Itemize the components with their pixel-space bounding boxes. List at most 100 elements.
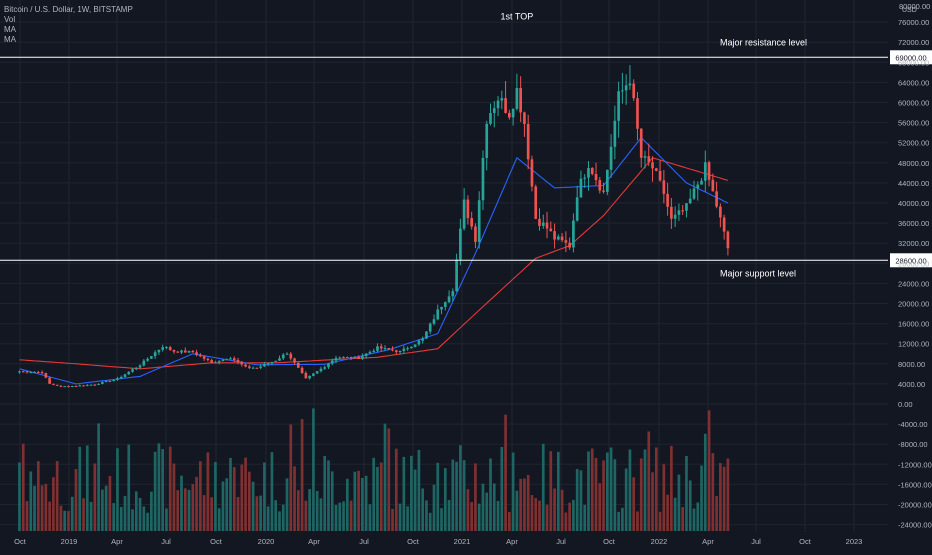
level-price-badge — [890, 253, 932, 268]
volume-bar — [21, 443, 25, 531]
candle-body — [575, 197, 579, 221]
candle-body — [643, 156, 647, 158]
candle-body — [372, 350, 376, 352]
level-price-badge — [890, 50, 932, 65]
volume-bar — [345, 478, 349, 531]
candle-body — [500, 98, 504, 101]
volume-bar — [330, 471, 334, 531]
candle-body — [485, 123, 489, 158]
candle-body — [477, 200, 481, 242]
candle-body — [353, 356, 357, 359]
indicator-vol[interactable]: Vol — [4, 15, 16, 24]
volume-bar — [523, 478, 526, 531]
volume-bar — [587, 451, 590, 531]
volume-bar — [711, 453, 715, 531]
volume-bar — [353, 471, 357, 531]
volume-bar — [48, 501, 51, 531]
y-tick-label: 56000.00 — [898, 119, 929, 128]
candle-body — [696, 184, 700, 189]
volume-bar — [703, 433, 707, 531]
candle-body — [556, 236, 560, 240]
volume-bar — [229, 457, 232, 531]
volume-bar — [410, 455, 413, 531]
volume-bar — [658, 511, 662, 531]
volume-bar — [119, 506, 123, 531]
candle-body — [206, 358, 210, 361]
volume-bar — [398, 503, 402, 531]
indicator-ma-1[interactable]: MA — [4, 25, 16, 34]
level-label: Major resistance level — [720, 37, 807, 47]
volume-bar — [85, 445, 89, 531]
volume-bar — [285, 478, 289, 531]
volume-bar — [413, 469, 417, 531]
volume-bar — [459, 445, 462, 531]
candle-body — [33, 372, 36, 374]
grid-lines — [0, 0, 888, 532]
candle-body — [594, 174, 598, 181]
candle-body — [538, 218, 541, 226]
candle-body — [312, 373, 315, 376]
candle-body — [632, 83, 636, 99]
volume-bar — [387, 428, 391, 531]
candle-body — [602, 190, 605, 192]
candle-body — [202, 356, 206, 359]
volume-bar — [199, 461, 202, 531]
candle-body — [119, 376, 123, 379]
candle-body — [628, 83, 632, 86]
candle-body — [251, 367, 255, 369]
y-tick-label: 4000.00 — [898, 380, 925, 389]
candle-body — [116, 378, 119, 380]
candle-body — [670, 206, 673, 219]
y-tick-label: -20000.00 — [898, 501, 932, 510]
volume-bar — [82, 498, 85, 531]
indicator-ma-2[interactable]: MA — [4, 35, 16, 44]
volume-bar — [470, 502, 473, 531]
candle-body — [496, 100, 500, 109]
candle-body — [281, 354, 285, 359]
candle-body — [443, 302, 447, 308]
candle-body — [82, 385, 85, 387]
volume-bar — [29, 471, 33, 531]
candle-body — [270, 361, 274, 364]
volume-bar — [323, 455, 327, 531]
candle-body — [553, 231, 556, 240]
volume-bars — [18, 408, 730, 531]
volume-bar — [681, 507, 685, 531]
x-tick-label: 2021 — [454, 537, 471, 546]
volume-bar — [206, 452, 210, 531]
candle-body — [285, 353, 289, 355]
y-tick-label: 32000.00 — [898, 239, 929, 248]
candle-body — [715, 191, 718, 207]
y-tick-label: 76000.00 — [898, 18, 929, 27]
x-tick-label: Jul — [161, 537, 171, 546]
candle-body — [40, 372, 44, 374]
candle-body — [481, 157, 485, 201]
volume-bar — [251, 481, 255, 531]
y-tick-label: 12000.00 — [898, 340, 929, 349]
volume-bar — [391, 508, 394, 531]
candle-body — [719, 206, 722, 218]
volume-bar — [688, 480, 692, 531]
y-tick-label: 40000.00 — [898, 199, 929, 208]
volume-bar — [300, 419, 304, 531]
volume-bar — [274, 500, 278, 531]
volume-bar — [639, 458, 643, 531]
horizontal-levels: Major resistance level Major support leve… — [0, 37, 888, 278]
currency-label[interactable]: USD — [902, 7, 917, 14]
volume-bar — [553, 488, 556, 531]
volume-bar — [474, 463, 477, 531]
candle-body — [368, 351, 372, 354]
candle-body — [572, 220, 575, 248]
volume-bar — [123, 495, 127, 531]
volume-bar — [180, 475, 183, 531]
volume-bar — [270, 452, 274, 531]
x-tick-label: 2023 — [846, 537, 863, 546]
x-tick-label: Jul — [556, 537, 566, 546]
candle-body — [330, 360, 334, 364]
candle-body — [112, 379, 116, 382]
price-axis: 69000.00 28600.00 76000.00 72000.00 68000.00… — [890, 2, 932, 530]
candle-body — [108, 381, 112, 383]
candle-body — [123, 374, 127, 377]
volume-bar — [632, 477, 636, 531]
